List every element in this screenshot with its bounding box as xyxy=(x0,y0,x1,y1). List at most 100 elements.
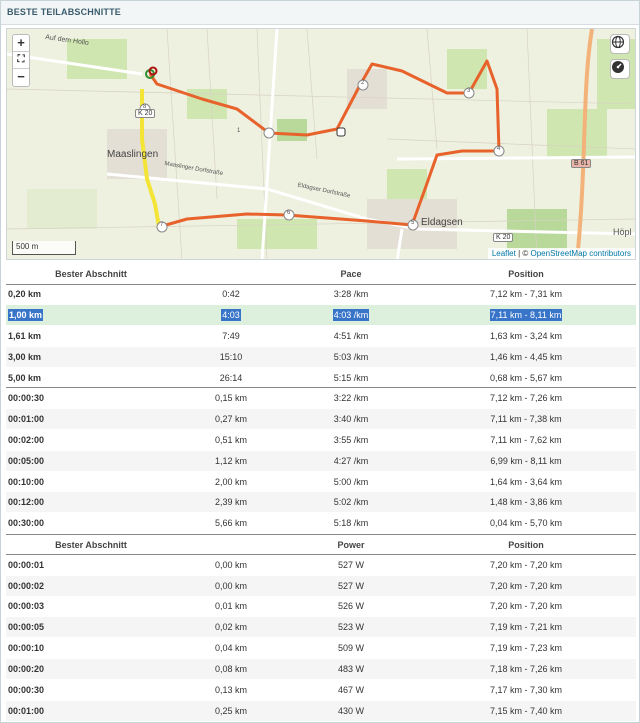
segment-power: 430 W xyxy=(286,699,416,721)
col-best-segment: Bester Abschnitt xyxy=(6,264,176,285)
layers-button[interactable] xyxy=(610,34,630,54)
segment-pace: 3:40 /km xyxy=(286,408,416,430)
table-row[interactable]: 00:00:30 0,13 km 467 W 7,17 km - 7,30 km xyxy=(6,678,636,701)
segment-pace: 3:22 /km xyxy=(286,387,416,409)
zoom-in-button[interactable]: + xyxy=(13,35,29,52)
segment-position: 7,20 km - 7,20 km xyxy=(416,554,636,576)
table-row[interactable]: 3,00 km 15:10 5:03 /km 1,46 km - 4,45 km xyxy=(6,345,636,368)
attribution-separator: | © xyxy=(515,249,531,258)
segment-label: 00:02:00 xyxy=(6,429,176,451)
segment-distance: 2,39 km xyxy=(176,491,286,513)
segment-distance: 0,00 km xyxy=(176,554,286,576)
table-row[interactable]: 00:00:20 0,08 km 483 W 7,18 km - 7,26 km xyxy=(6,657,636,680)
segment-label: 0,20 km xyxy=(6,283,176,305)
segment-position: 7,11 km - 8,11 km xyxy=(489,309,563,322)
table-row[interactable]: 00:01:00 0,25 km 430 W 7,15 km - 7,40 km xyxy=(6,699,636,721)
segment-power: 509 W xyxy=(286,637,416,659)
segment-position: 6,99 km - 8,11 km xyxy=(416,449,636,472)
segment-distance: 0,01 km xyxy=(176,595,286,617)
segment-label: 5,00 km xyxy=(6,366,176,388)
km-marker-4: 4 xyxy=(497,146,501,152)
km-marker-8: 8 xyxy=(143,104,147,110)
segment-power: 467 W xyxy=(286,678,416,701)
table-row[interactable]: 00:10:00 2,00 km 5:00 /km 1,64 km - 3,64… xyxy=(6,470,636,492)
table-row[interactable]: 00:01:00 0,27 km 3:40 /km 7,11 km - 7,38… xyxy=(6,408,636,430)
map-label-hoepl: Höpl xyxy=(613,227,632,237)
segment-label: 00:30:00 xyxy=(6,512,176,534)
panel-header: BESTE TEILABSCHNITTE xyxy=(1,1,639,25)
segment-position: 0,68 km - 5,67 km xyxy=(416,366,636,388)
segment-time: 15:10 xyxy=(176,345,286,368)
segment-pace: 5:18 /km xyxy=(286,512,416,534)
col-power: Power xyxy=(286,534,416,555)
segment-distance: 0,27 km xyxy=(176,408,286,430)
segment-position: 7,12 km - 7,26 km xyxy=(416,387,636,409)
table-row[interactable]: 00:30:00 5,66 km 5:18 /km 0,04 km - 5,70… xyxy=(6,512,636,534)
segment-label: 00:00:10 xyxy=(6,637,176,659)
zoom-out-button[interactable]: − xyxy=(17,69,25,84)
map-scale: 500 m xyxy=(12,241,76,255)
map-label-eldagsen: Eldagsen xyxy=(421,217,463,228)
table-row[interactable]: 0,20 km 0:42 3:28 /km 7,12 km - 7,31 km xyxy=(6,283,636,305)
segment-position: 7,19 km - 7,23 km xyxy=(416,637,636,659)
segment-distance: 0,00 km xyxy=(176,574,286,597)
segment-distance: 2,00 km xyxy=(176,470,286,492)
map-label-maaslingen: Maaslingen xyxy=(107,149,159,160)
segment-time: 7:49 xyxy=(176,325,286,347)
segment-distance: 0,15 km xyxy=(176,387,286,409)
segment-label: 00:00:03 xyxy=(6,595,176,617)
speed-button[interactable] xyxy=(610,59,630,79)
km-marker-7: 7 xyxy=(160,222,164,228)
segment-position: 1,63 km - 3,24 km xyxy=(416,325,636,347)
segment-position: 7,11 km - 7,62 km xyxy=(416,429,636,451)
table-row-selected[interactable]: 1,00 km 4:03 4:03 /km 7,11 km - 8,11 km xyxy=(6,304,636,326)
table-row[interactable]: 00:00:02 0,00 km 527 W 7,20 km - 7,20 km xyxy=(6,574,636,597)
km-marker-3: 3 xyxy=(467,88,471,94)
segment-distance: 0,13 km xyxy=(176,678,286,701)
segment-pace: 4:51 /km xyxy=(286,325,416,347)
globe-icon xyxy=(611,35,625,49)
table-row[interactable]: 00:00:01 0,00 km 527 W 7,20 km - 7,20 km xyxy=(6,554,636,576)
segment-pace: 5:03 /km xyxy=(286,345,416,368)
segment-label: 00:00:20 xyxy=(6,657,176,680)
segment-power: 523 W xyxy=(286,616,416,638)
segment-label: 3,00 km xyxy=(6,345,176,368)
table-row[interactable]: 5,00 km 26:14 5:15 /km 0,68 km - 5,67 km xyxy=(6,366,636,388)
segment-pace: 5:02 /km xyxy=(286,491,416,513)
segment-distance: 0,02 km xyxy=(176,616,286,638)
segment-power: 526 W xyxy=(286,595,416,617)
segment-time: 4:03 xyxy=(221,309,241,322)
segment-label: 00:00:02 xyxy=(6,574,176,597)
col-best-segment: Bester Abschnitt xyxy=(6,534,176,555)
road-shield-b61: B 61 xyxy=(571,159,592,168)
table-row[interactable]: 00:00:10 0,04 km 509 W 7,19 km - 7,23 km xyxy=(6,637,636,659)
km-marker-6: 6 xyxy=(287,210,291,216)
table-row[interactable]: 00:05:00 1,12 km 4:27 /km 6,99 km - 8,11… xyxy=(6,449,636,472)
route-map[interactable]: 1 2 3 4 5 6 7 8 Auf dem Hollo Maaslingen… xyxy=(6,28,636,260)
segment-position: 7,12 km - 7,31 km xyxy=(416,283,636,305)
table-row[interactable]: 00:00:03 0,01 km 526 W 7,20 km - 7,20 km xyxy=(6,595,636,617)
segment-time: 0:42 xyxy=(176,283,286,305)
table-row[interactable]: 00:00:30 0,15 km 3:22 /km 7,12 km - 7,26… xyxy=(6,387,636,409)
segment-label: 00:10:00 xyxy=(6,470,176,492)
segment-distance: 5,66 km xyxy=(176,512,286,534)
col-position: Position xyxy=(416,264,636,285)
leaflet-link[interactable]: Leaflet xyxy=(491,249,516,258)
segment-position: 7,20 km - 7,20 km xyxy=(416,595,636,617)
segment-label: 00:12:00 xyxy=(6,491,176,513)
segment-position: 1,46 km - 4,45 km xyxy=(416,345,636,368)
segment-label: 1,61 km xyxy=(6,325,176,347)
map-attribution: Leaflet | © OpenStreetMap contributors xyxy=(487,248,635,259)
osm-link[interactable]: OpenStreetMap contributors xyxy=(530,249,632,258)
segment-label: 00:00:05 xyxy=(6,616,176,638)
road-shield-k20-left: K 20 xyxy=(135,109,156,118)
table-row[interactable]: 00:02:00 0,51 km 3:55 /km 7,11 km - 7,62… xyxy=(6,429,636,451)
table-row[interactable]: 00:00:05 0,02 km 523 W 7,19 km - 7,21 km xyxy=(6,616,636,638)
fullscreen-button[interactable]: ⛶ xyxy=(13,52,29,69)
segment-distance: 0,04 km xyxy=(176,637,286,659)
segment-label: 00:00:30 xyxy=(6,387,176,409)
col-position: Position xyxy=(416,534,636,555)
table-row[interactable]: 1,61 km 7:49 4:51 /km 1,63 km - 3,24 km xyxy=(6,325,636,347)
segment-pace: 5:15 /km xyxy=(286,366,416,388)
table-row[interactable]: 00:12:00 2,39 km 5:02 /km 1,48 km - 3,86… xyxy=(6,491,636,513)
